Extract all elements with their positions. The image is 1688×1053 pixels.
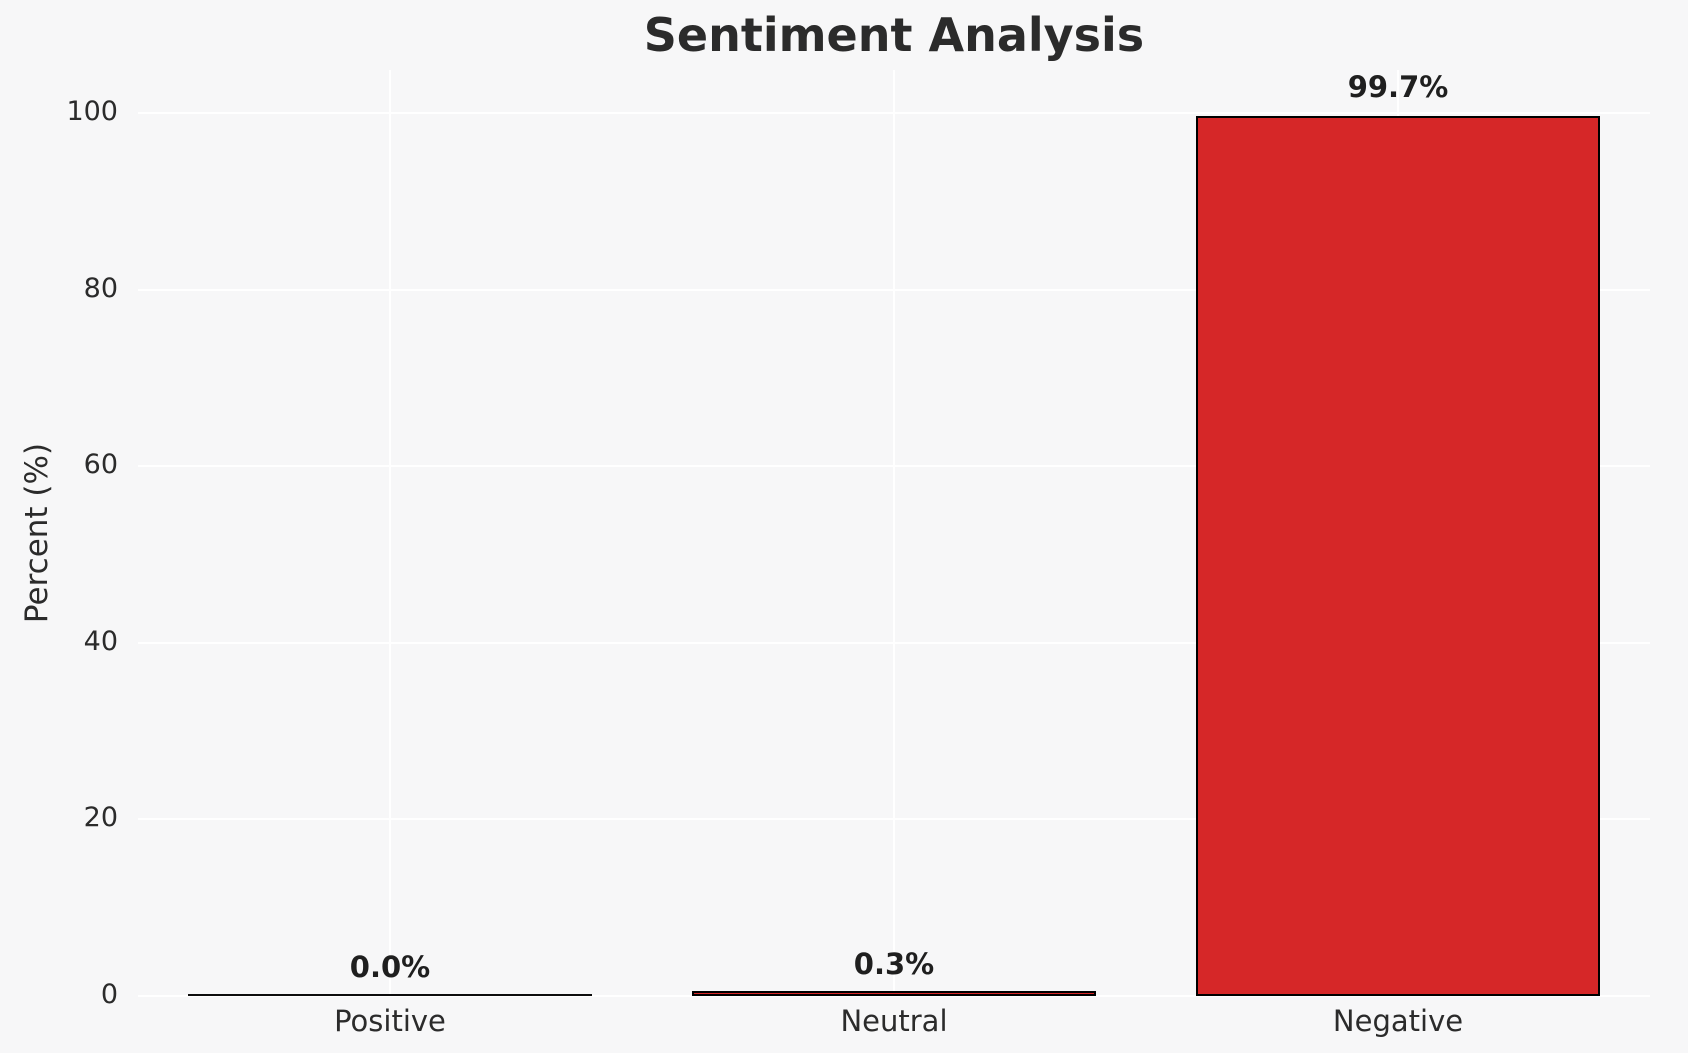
bar-neutral <box>692 991 1096 996</box>
bar-negative <box>1196 115 1600 996</box>
y-tick-label-0: 0 <box>100 979 118 1010</box>
gridline-v-neutral <box>893 70 895 996</box>
gridline-h-0 <box>138 995 1650 997</box>
y-tick-label-80: 80 <box>83 272 118 304</box>
value-label-negative: 99.7% <box>1347 69 1449 104</box>
value-label-neutral: 0.3% <box>853 947 935 982</box>
chart-title: Sentiment Analysis <box>643 8 1145 62</box>
x-tick-label-positive: Positive <box>334 1004 446 1038</box>
y-tick-label-100: 100 <box>66 96 118 128</box>
x-tick-label-negative: Negative <box>1332 1004 1464 1038</box>
y-tick-label-20: 20 <box>83 802 118 834</box>
value-label-positive: 0.0% <box>349 950 431 984</box>
y-tick-label-60: 60 <box>83 449 118 481</box>
y-tick-label-40: 40 <box>83 625 118 657</box>
bar-positive <box>188 993 592 996</box>
plot-area: 0.0% Positive 0.3% Neutral 99.7% Negative <box>138 69 1650 1038</box>
x-tick-label-neutral: Neutral <box>840 1004 948 1038</box>
gridline-v-positive <box>389 70 391 996</box>
